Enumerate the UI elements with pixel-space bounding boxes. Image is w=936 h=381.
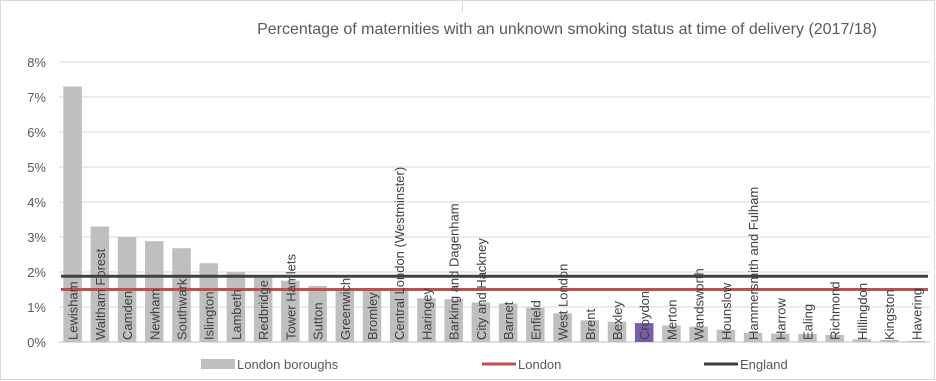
legend: London boroughs London England — [201, 357, 788, 372]
bar-newham — [145, 241, 164, 342]
bar-hillingdon — [852, 339, 872, 342]
category-label: West London — [556, 264, 571, 340]
y-tick-label: 5% — [27, 160, 46, 175]
category-label: City and Hackney — [474, 238, 489, 340]
category-label: Kingston — [882, 289, 897, 340]
category-label: Barnet — [501, 301, 516, 340]
y-tick-label: 0% — [27, 335, 46, 350]
legend-swatch-bar — [201, 359, 235, 369]
category-label: Newham — [147, 289, 162, 340]
category-label: Ealing — [801, 304, 816, 340]
category-label: Lewisham — [66, 281, 81, 340]
bar-kingston — [879, 339, 899, 342]
y-tick-label: 7% — [27, 90, 46, 105]
category-labels: Lewisham Waltham Forest Camden Newham Southw… — [66, 167, 925, 340]
bar-brent — [580, 320, 600, 342]
category-label: Hillingdon — [855, 283, 870, 340]
category-label: Brent — [583, 309, 598, 340]
bar-central-london-westminster- — [389, 289, 409, 342]
category-label: Tower Hamlets — [283, 254, 298, 340]
y-tick-label: 1% — [27, 300, 46, 315]
bar-enfield — [526, 307, 545, 342]
y-tick-labels: 0% 1% 2% 3% 4% 5% 6% 7% 8% — [27, 55, 46, 350]
bar-bromley — [362, 289, 382, 342]
bar-greenwich — [335, 288, 355, 342]
bar-islington — [199, 263, 218, 342]
bar-hounslow — [716, 329, 736, 342]
category-label: Havering — [909, 288, 924, 340]
bar-west-london — [553, 313, 572, 342]
bar-wandsworth — [689, 326, 708, 342]
y-tick-label: 6% — [27, 125, 46, 140]
category-label: Hounslow — [719, 282, 734, 340]
bar-haringey — [417, 298, 436, 342]
category-label: Bromley — [365, 292, 380, 340]
bar-lewisham — [63, 86, 82, 342]
category-label: Merton — [664, 300, 679, 340]
bar-city-and-hackney — [471, 302, 491, 342]
bar-ealing — [798, 333, 817, 342]
category-label: Harrow — [773, 297, 788, 340]
category-label: Camden — [120, 291, 135, 340]
bars — [63, 86, 926, 342]
category-label: Islington — [202, 292, 217, 340]
category-label: Enfield — [528, 300, 543, 340]
category-label: Croydon — [637, 291, 652, 340]
bar-waltham-forest — [90, 226, 110, 342]
category-label: Richmond — [828, 281, 843, 340]
bar-richmond — [825, 335, 844, 342]
legend-label: England — [740, 357, 788, 372]
y-tick-label: 8% — [27, 55, 46, 70]
category-label: Sutton — [311, 302, 326, 340]
bar-barking-and-dagenham — [444, 299, 463, 342]
reference-lines — [61, 274, 928, 291]
bar-southwark — [172, 248, 191, 342]
category-label: Hammersmith and Fulham — [746, 187, 761, 340]
category-label: Waltham Forest — [93, 248, 108, 340]
category-label: Central London (Westminster) — [392, 167, 407, 340]
bar-bexley — [607, 321, 627, 342]
category-label: Greenwich — [338, 278, 353, 340]
category-label: Bexley — [610, 300, 625, 340]
bar-barnet — [498, 303, 518, 342]
category-label: Barking and Dagenham — [447, 203, 462, 340]
bar-tower-hamlets — [281, 280, 300, 342]
y-tick-label: 4% — [27, 195, 46, 210]
category-label: Wandsworth — [692, 268, 707, 340]
bar-croydon — [634, 323, 654, 342]
y-tick-label: 2% — [27, 265, 46, 280]
chart-title: Percentage of maternities with an unknow… — [257, 21, 877, 38]
bar-harrow — [771, 333, 790, 342]
category-label: Southwark — [174, 278, 189, 340]
bar-sutton — [308, 286, 327, 342]
category-label: Redbridge — [256, 280, 271, 340]
frame-divider — [462, 0, 463, 12]
bar-redbridge — [253, 276, 273, 342]
category-label: Lambeth — [229, 289, 244, 340]
legend-label: London — [518, 357, 561, 372]
bar-merton — [662, 325, 681, 342]
category-label: Haringey — [419, 287, 434, 340]
bar-havering — [907, 340, 926, 342]
bar-hammersmith-and-fulham — [743, 332, 763, 342]
legend-label: London boroughs — [237, 357, 339, 372]
y-tick-label: 3% — [27, 230, 46, 245]
